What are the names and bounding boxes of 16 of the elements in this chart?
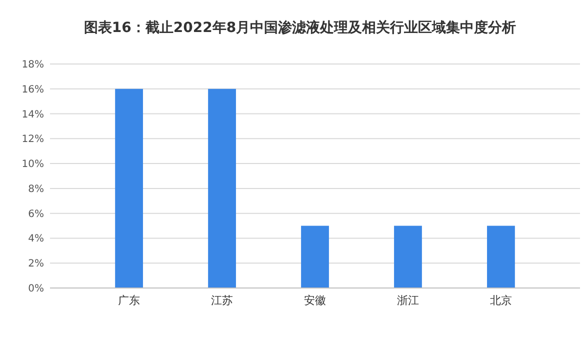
chart-title: 图表16：截止2022年8月中国渗滤液处理及相关行业区域集中度分析 (84, 19, 516, 36)
x-tick-label: 浙江 (396, 294, 419, 307)
y-tick-label: 2% (28, 258, 44, 270)
x-tick-label: 北京 (490, 294, 512, 307)
y-tick-label: 4% (28, 234, 44, 245)
y-tick-label: 16% (22, 84, 44, 96)
x-tick-label: 广东 (118, 294, 140, 307)
y-tick-label: 8% (28, 184, 44, 195)
y-tick-label: 10% (22, 159, 44, 170)
x-tick-label: 江苏 (211, 294, 234, 307)
x-tick-label: 安徽 (304, 294, 326, 307)
y-tick-label: 12% (22, 134, 44, 146)
y-tick-label: 0% (28, 284, 44, 294)
y-tick-label: 14% (22, 109, 44, 120)
y-tick-label: 6% (28, 208, 44, 220)
y-tick-label: 18% (22, 60, 44, 70)
